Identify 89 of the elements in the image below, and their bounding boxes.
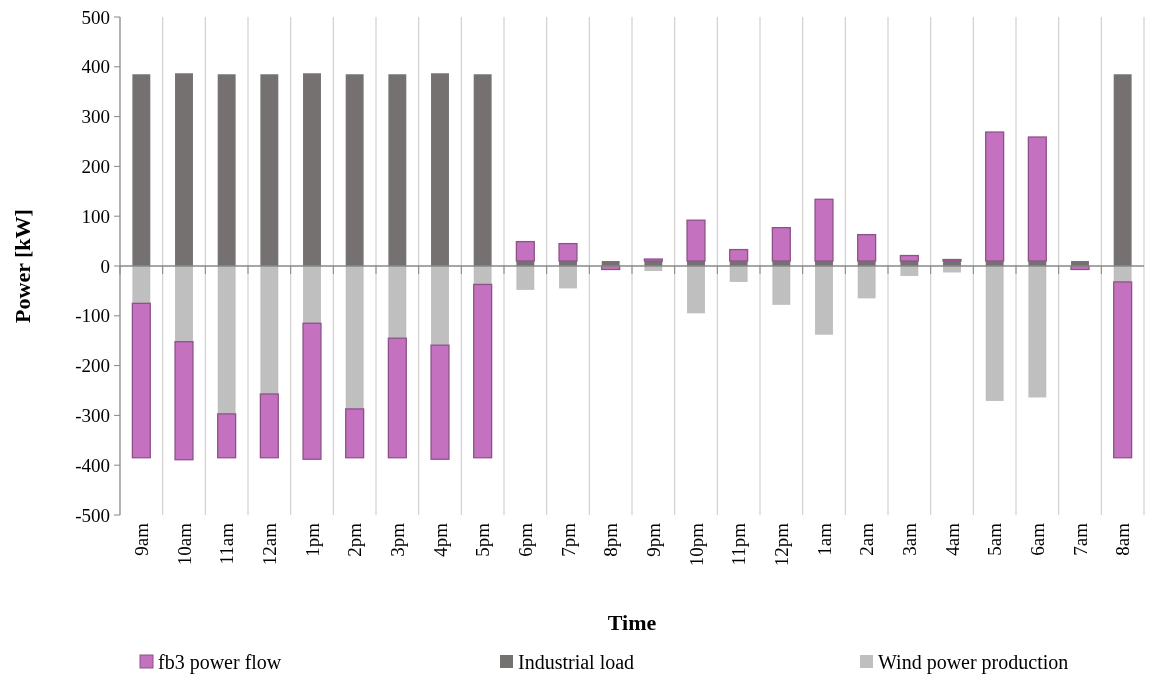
x-tick-label: 4pm [429, 522, 451, 557]
bar [473, 266, 492, 285]
x-tick-label: 2am [856, 522, 878, 556]
x-tick-label: 9pm [642, 522, 664, 557]
bar [729, 266, 748, 282]
bar [388, 74, 407, 266]
bar [558, 242, 578, 262]
bar [729, 248, 749, 262]
bar [1027, 136, 1047, 262]
x-tick-label: 11am [216, 522, 238, 565]
bar [857, 266, 876, 299]
y-axis-title: Power [kW] [10, 209, 35, 323]
y-tick-label: 100 [81, 205, 110, 227]
y-tick-label: 400 [81, 56, 110, 78]
x-tick-label: 6pm [514, 522, 536, 557]
x-tick-label: 1am [813, 522, 835, 556]
y-tick-label: -400 [75, 454, 110, 476]
bar [345, 74, 364, 266]
bar [175, 73, 193, 266]
x-tick-label: 4am [941, 522, 963, 556]
bar [132, 266, 151, 304]
x-tick-label: 10pm [685, 522, 707, 567]
bar [260, 74, 279, 266]
bar [388, 266, 407, 339]
x-tick-label: 1pm [301, 522, 323, 557]
bar [1113, 74, 1132, 266]
x-tick-label: 5pm [472, 522, 494, 557]
bar [302, 322, 322, 460]
x-tick-label: 10am [173, 522, 195, 566]
bar [387, 337, 407, 459]
bar [473, 283, 493, 459]
bar [515, 240, 535, 262]
y-tick-label: 500 [81, 6, 110, 28]
x-tick-label: 5am [984, 522, 1006, 556]
x-tick-label: 9am [130, 522, 152, 556]
y-tick-label: -200 [75, 355, 110, 377]
bar [260, 266, 279, 394]
bar [1028, 266, 1047, 398]
y-tick-label: 200 [81, 156, 110, 178]
y-tick-label: -100 [75, 305, 110, 327]
bar [559, 266, 577, 289]
bar [431, 73, 449, 266]
bar [1113, 281, 1133, 459]
y-tick-label: -500 [75, 504, 110, 526]
x-tick-label: 8am [1112, 522, 1134, 556]
bar [259, 393, 279, 459]
x-tick-label: 12am [258, 522, 280, 566]
y-tick-label: -300 [75, 405, 110, 427]
bar [771, 227, 791, 262]
bar [772, 266, 791, 305]
bar [217, 413, 237, 459]
bar [345, 408, 365, 459]
x-tick-label: 11pm [728, 522, 750, 566]
x-tick-label: 6am [1026, 522, 1048, 556]
bar [303, 73, 321, 266]
bar [175, 266, 193, 342]
y-tick-label: 0 [100, 255, 110, 277]
x-tick-label: 3pm [386, 522, 408, 557]
bar [217, 266, 236, 414]
bar [900, 266, 919, 276]
legend-label: Industrial load [518, 651, 635, 673]
bar [985, 266, 1004, 401]
bar [217, 74, 236, 266]
bar [132, 74, 151, 266]
bar [131, 302, 151, 459]
bar [985, 131, 1005, 262]
x-tick-label: 8pm [600, 522, 622, 557]
bar [345, 266, 364, 409]
legend-label: Wind power production [878, 651, 1069, 674]
x-tick-label: 2pm [344, 522, 366, 557]
bar [303, 266, 321, 324]
y-tick-label: 300 [81, 106, 110, 128]
x-tick-label: 7am [1069, 522, 1091, 556]
bar [815, 266, 833, 335]
bar [174, 341, 194, 461]
bar [899, 254, 919, 262]
x-tick-label: 3am [898, 522, 920, 556]
bar [686, 219, 706, 262]
legend-label: fb3 power flow [158, 651, 282, 674]
x-axis-title: Time [607, 610, 657, 635]
bar [473, 74, 492, 266]
x-tick-label: 7pm [557, 522, 579, 557]
bar [814, 198, 834, 262]
bar [516, 266, 535, 290]
bar [430, 344, 450, 460]
bar [431, 266, 449, 346]
bar [857, 233, 877, 262]
bar [687, 266, 705, 314]
x-tick-label: 12pm [770, 522, 792, 567]
